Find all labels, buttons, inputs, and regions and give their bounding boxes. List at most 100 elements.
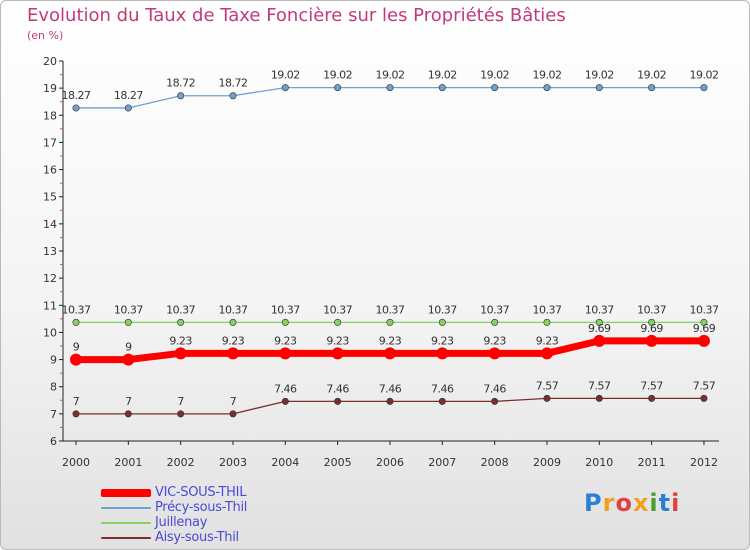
data-point (229, 410, 237, 418)
legend-label: Juillenay (155, 515, 208, 530)
logo-letter: r (602, 489, 616, 517)
y-tick-label: 14 (43, 218, 57, 231)
legend-item: Précy-sous-Thil (101, 500, 247, 515)
data-label: 7.57 (588, 379, 611, 392)
data-point (543, 84, 551, 92)
x-tick-label: 2005 (324, 456, 352, 469)
data-point (331, 347, 344, 360)
data-point (334, 318, 342, 326)
x-tick-label: 2008 (481, 456, 509, 469)
data-label: 10.37 (532, 303, 561, 316)
data-point (177, 410, 185, 418)
x-tick-label: 2012 (690, 456, 718, 469)
data-point (124, 104, 132, 112)
data-point (124, 410, 132, 418)
data-label: 19.02 (428, 69, 457, 82)
data-point (700, 394, 708, 402)
y-tick-label: 18 (43, 109, 57, 122)
data-point (595, 394, 603, 402)
data-label: 7.57 (693, 379, 716, 392)
data-point (334, 84, 342, 92)
data-label: 9.23 (274, 334, 297, 347)
data-point (122, 353, 135, 366)
data-point (438, 397, 446, 405)
data-point (281, 318, 289, 326)
data-label: 19.02 (271, 69, 300, 82)
data-label: 9.69 (588, 322, 611, 335)
data-point (281, 397, 289, 405)
data-label: 10.37 (375, 303, 404, 316)
data-label: 9.69 (693, 322, 716, 335)
data-point (543, 318, 551, 326)
legend-swatch (101, 488, 151, 497)
data-point (438, 318, 446, 326)
y-tick-label: 10 (43, 326, 57, 339)
data-point (124, 318, 132, 326)
data-label: 9.23 (326, 334, 349, 347)
data-point (72, 104, 80, 112)
x-tick-label: 2004 (271, 456, 299, 469)
x-tick-label: 2007 (428, 456, 456, 469)
y-tick-label: 20 (43, 55, 57, 68)
data-label: 10.37 (166, 303, 195, 316)
data-point (700, 84, 708, 92)
data-label: 19.02 (375, 69, 404, 82)
data-label: 7 (230, 395, 237, 408)
x-tick-label: 2002 (167, 456, 195, 469)
data-point (697, 334, 710, 347)
data-point (488, 347, 501, 360)
data-label: 9.23 (379, 334, 402, 347)
legend-label: Précy-sous-Thil (155, 500, 248, 515)
data-label: 19.02 (637, 69, 666, 82)
data-point (70, 353, 82, 366)
x-tick-label: 2000 (62, 456, 90, 469)
chart-title: Evolution du Taux de Taxe Foncière sur l… (27, 5, 566, 26)
data-label: 9.23 (169, 334, 192, 347)
logo-letter: o (615, 489, 633, 517)
data-label: 19.02 (532, 69, 561, 82)
data-label: 10.37 (271, 303, 300, 316)
proxiti-logo: Proxiti (584, 489, 680, 517)
y-tick-label: 8 (50, 381, 57, 394)
data-point (543, 394, 551, 402)
data-point (229, 92, 237, 100)
data-label: 7 (73, 395, 80, 408)
data-point (491, 84, 499, 92)
chart-subtitle: (en %) (27, 29, 64, 42)
y-tick-label: 13 (43, 245, 57, 258)
data-label: 9 (125, 341, 132, 354)
data-label: 19.02 (585, 69, 614, 82)
data-label: 18.72 (166, 77, 195, 90)
data-label: 7.46 (483, 382, 506, 395)
data-label: 7.57 (640, 379, 663, 392)
legend-swatch (101, 521, 151, 524)
data-label: 7 (177, 395, 184, 408)
data-point (279, 347, 292, 360)
data-point (491, 397, 499, 405)
y-tick-label: 11 (43, 299, 57, 312)
legend-label: Aisy-sous-Thil (155, 530, 239, 545)
data-point (540, 347, 553, 360)
data-point (177, 318, 185, 326)
data-label: 10.37 (480, 303, 509, 316)
data-point (648, 318, 656, 326)
data-label: 10.37 (585, 303, 614, 316)
legend-item: VIC-SOUS-THIL (101, 485, 247, 500)
data-point (595, 84, 603, 92)
data-label: 10.37 (428, 303, 457, 316)
x-tick-label: 2011 (638, 456, 666, 469)
logo-letter: i (671, 489, 681, 517)
chart-legend: VIC-SOUS-THIL Précy-sous-Thil Juillenay Ais… (101, 485, 247, 545)
data-point (383, 347, 396, 360)
data-label: 9.23 (431, 334, 454, 347)
data-label: 9.23 (536, 334, 559, 347)
data-label: 9.23 (222, 334, 245, 347)
x-tick-label: 2001 (114, 456, 142, 469)
x-tick-label: 2010 (585, 456, 613, 469)
legend-swatch (101, 506, 151, 509)
logo-letter: x (632, 489, 650, 517)
y-tick-label: 7 (50, 408, 57, 421)
data-point (386, 318, 394, 326)
